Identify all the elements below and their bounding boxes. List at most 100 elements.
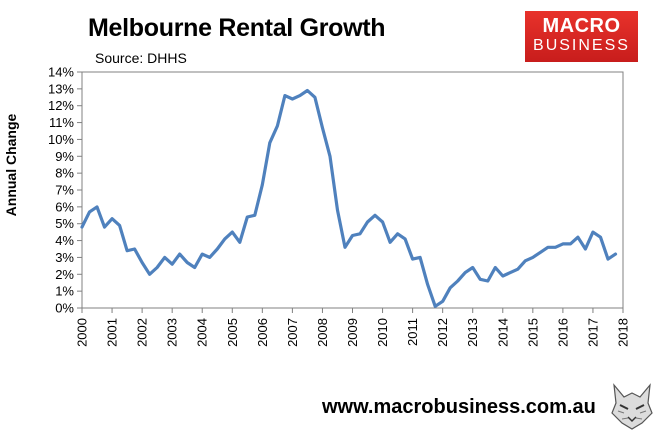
x-tick-label: 2011 bbox=[405, 318, 420, 346]
macrobusiness-logo[interactable]: MACRO BUSINESS bbox=[525, 11, 638, 62]
y-tick-label: 4% bbox=[55, 233, 74, 248]
data-point bbox=[516, 268, 519, 271]
y-tick-label: 7% bbox=[55, 183, 74, 198]
data-point bbox=[216, 247, 219, 250]
data-point bbox=[501, 274, 504, 277]
x-tick-label: 2017 bbox=[585, 318, 600, 347]
data-point bbox=[141, 261, 144, 264]
data-point bbox=[328, 155, 331, 158]
data-point bbox=[163, 256, 166, 259]
data-point bbox=[126, 249, 129, 252]
wolf-icon bbox=[611, 383, 653, 430]
data-point bbox=[103, 226, 106, 229]
data-point bbox=[178, 253, 181, 256]
data-point bbox=[336, 209, 339, 212]
x-tick-label: 2001 bbox=[105, 318, 120, 347]
data-point bbox=[171, 263, 174, 266]
data-point bbox=[441, 300, 444, 303]
x-tick-label: 2005 bbox=[225, 318, 240, 347]
data-point bbox=[373, 214, 376, 217]
data-point bbox=[419, 256, 422, 259]
data-point bbox=[509, 271, 512, 274]
data-point bbox=[351, 234, 354, 237]
data-point bbox=[381, 220, 384, 223]
data-point bbox=[456, 279, 459, 282]
plot-area bbox=[81, 71, 624, 309]
data-point bbox=[531, 256, 534, 259]
x-tick-label: 2016 bbox=[555, 318, 570, 347]
x-tick-label: 2003 bbox=[165, 318, 180, 347]
x-tick-label: 2008 bbox=[315, 318, 330, 347]
data-point bbox=[291, 97, 294, 100]
data-point bbox=[313, 96, 316, 99]
data-point bbox=[111, 217, 114, 220]
data-point bbox=[201, 253, 204, 256]
x-tick-label: 2013 bbox=[465, 318, 480, 347]
data-point bbox=[343, 246, 346, 249]
data-point bbox=[208, 256, 211, 259]
data-point bbox=[321, 126, 324, 129]
data-point bbox=[306, 89, 309, 92]
data-point bbox=[599, 236, 602, 239]
y-tick-label: 5% bbox=[55, 216, 74, 231]
data-point bbox=[546, 246, 549, 249]
logo-line-2: BUSINESS bbox=[533, 37, 630, 54]
data-point bbox=[95, 205, 98, 208]
y-tick-label: 6% bbox=[55, 199, 74, 214]
data-point bbox=[276, 124, 279, 127]
y-tick-label: 2% bbox=[55, 267, 74, 282]
data-point bbox=[426, 283, 429, 286]
y-tick-label: 11% bbox=[49, 115, 74, 130]
series-line bbox=[80, 88, 618, 308]
y-tick-label: 14% bbox=[48, 65, 74, 80]
data-point bbox=[261, 183, 264, 186]
data-point bbox=[253, 214, 256, 217]
data-point bbox=[246, 215, 249, 218]
x-tick-label: 2009 bbox=[345, 318, 360, 347]
x-tick-label: 2006 bbox=[255, 318, 270, 347]
y-tick-label: 9% bbox=[55, 149, 74, 164]
data-point bbox=[88, 210, 91, 213]
data-point bbox=[494, 266, 497, 269]
x-tick-label: 2007 bbox=[285, 318, 300, 347]
y-tick-label: 8% bbox=[55, 166, 74, 181]
data-point bbox=[156, 266, 159, 269]
x-tick-label: 2014 bbox=[495, 318, 510, 347]
y-tick-label: 12% bbox=[48, 98, 74, 113]
y-tick-label: 10% bbox=[48, 132, 74, 147]
data-point bbox=[186, 261, 189, 264]
data-point bbox=[539, 251, 542, 254]
x-tick-label: 2015 bbox=[525, 318, 540, 347]
data-point bbox=[231, 231, 234, 234]
y-tick-label: 0% bbox=[55, 301, 74, 316]
data-point bbox=[404, 237, 407, 240]
data-point bbox=[561, 242, 564, 245]
data-point bbox=[148, 273, 151, 276]
data-point bbox=[606, 258, 609, 261]
data-point bbox=[524, 259, 527, 262]
website-link[interactable]: www.macrobusiness.com.au bbox=[322, 396, 596, 418]
data-point bbox=[464, 271, 467, 274]
data-point bbox=[486, 279, 489, 282]
data-point bbox=[80, 226, 83, 229]
data-point bbox=[223, 237, 226, 240]
data-point bbox=[193, 266, 196, 269]
chart-source: Source: DHHS bbox=[95, 50, 187, 66]
data-point bbox=[434, 305, 437, 308]
y-tick-label: 13% bbox=[48, 81, 74, 96]
data-point bbox=[479, 278, 482, 281]
data-point bbox=[449, 286, 452, 289]
data-point bbox=[584, 247, 587, 250]
data-point bbox=[576, 236, 579, 239]
data-point bbox=[471, 266, 474, 269]
data-point bbox=[569, 242, 572, 245]
logo-line-1: MACRO bbox=[542, 15, 621, 37]
data-point bbox=[358, 232, 361, 235]
data-point bbox=[366, 220, 369, 223]
data-point bbox=[238, 241, 241, 244]
data-point bbox=[411, 258, 414, 261]
data-point bbox=[118, 224, 121, 227]
data-point bbox=[283, 94, 286, 97]
data-point bbox=[591, 231, 594, 234]
